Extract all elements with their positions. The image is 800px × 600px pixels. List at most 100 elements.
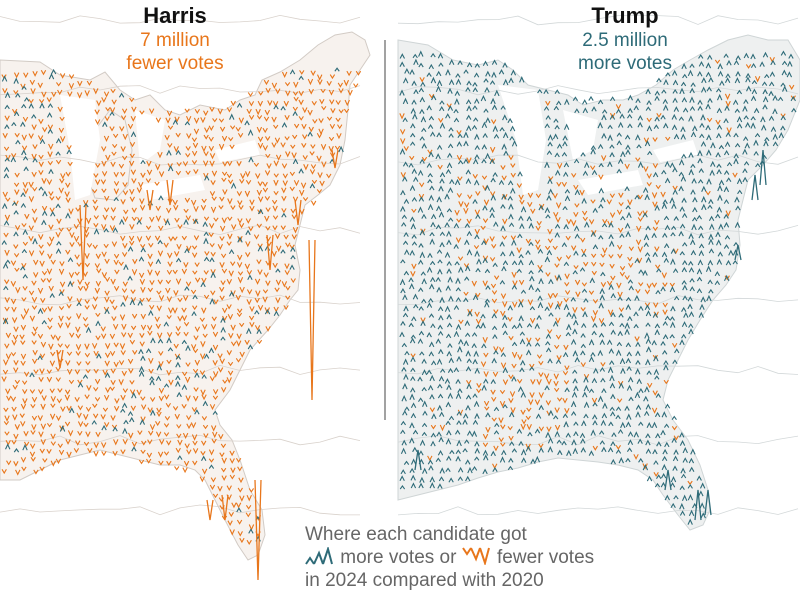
- more-votes-mark: [474, 447, 480, 454]
- fewer-votes-mark: [546, 378, 552, 386]
- more-votes-mark: [58, 291, 64, 296]
- fewer-votes-mark: [463, 202, 470, 209]
- large-fewer-votes-spike: [146, 189, 154, 211]
- fewer-votes-mark: [22, 182, 28, 189]
- fewer-votes-mark: [602, 247, 608, 254]
- fewer-votes-mark: [49, 196, 55, 201]
- more-votes-mark: [770, 126, 777, 132]
- fewer-votes-mark: [139, 278, 146, 286]
- fewer-votes-mark: [255, 173, 261, 180]
- more-votes-mark: [456, 141, 463, 147]
- fewer-votes-mark: [220, 253, 227, 259]
- more-votes-mark: [733, 59, 740, 66]
- fewer-votes-mark: [121, 252, 128, 258]
- fewer-votes-mark: [316, 189, 323, 194]
- more-votes-mark: [742, 176, 748, 183]
- more-votes-mark: [723, 213, 729, 219]
- more-votes-mark: [697, 157, 703, 164]
- more-votes-mark: [574, 108, 580, 114]
- more-votes-mark: [706, 178, 712, 185]
- fewer-votes-mark: [705, 190, 711, 196]
- more-votes-mark: [440, 368, 446, 373]
- fewer-votes-mark: [244, 171, 251, 178]
- fewer-votes-mark: [114, 269, 120, 275]
- fewer-votes-mark: [212, 493, 219, 499]
- more-votes-mark: [626, 351, 632, 357]
- more-votes-mark: [427, 459, 434, 465]
- fewer-votes-mark: [628, 246, 635, 252]
- more-votes-mark: [436, 358, 443, 365]
- fewer-votes-mark: [167, 252, 173, 259]
- lake-michigan-trump: [498, 85, 546, 195]
- more-votes-mark: [409, 69, 415, 75]
- fewer-votes-mark: [281, 195, 287, 202]
- fewer-votes-mark: [154, 316, 160, 323]
- more-votes-mark: [473, 72, 480, 78]
- more-votes-mark: [510, 69, 517, 76]
- fewer-votes-mark: [31, 424, 37, 431]
- fewer-votes-mark: [298, 90, 304, 97]
- more-votes-mark: [400, 259, 406, 264]
- fewer-votes-mark: [109, 299, 115, 305]
- more-votes-mark: [212, 410, 218, 415]
- fewer-votes-mark: [4, 115, 10, 122]
- more-votes-mark: [483, 78, 489, 83]
- fewer-votes-mark: [201, 307, 207, 314]
- more-votes-mark: [726, 161, 733, 167]
- fewer-votes-mark: [474, 311, 480, 318]
- more-votes-mark: [609, 374, 615, 382]
- more-votes-mark: [644, 332, 650, 339]
- fewer-votes-mark: [212, 395, 219, 400]
- more-votes-mark: [475, 267, 481, 273]
- fewer-votes-mark: [246, 270, 253, 276]
- more-votes-mark: [420, 320, 426, 327]
- fewer-votes-mark: [185, 362, 191, 368]
- more-votes-mark: [688, 168, 694, 176]
- fewer-votes-mark: [344, 99, 350, 107]
- fewer-votes-mark: [518, 279, 525, 286]
- more-votes-mark: [463, 158, 469, 164]
- fewer-votes-mark: [4, 214, 11, 222]
- fewer-votes-mark: [520, 409, 526, 416]
- more-votes-mark: [472, 198, 478, 204]
- fewer-votes-mark: [535, 244, 541, 251]
- fewer-votes-mark: [239, 537, 245, 544]
- fewer-votes-mark: [156, 305, 162, 312]
- fewer-votes-mark: [83, 441, 90, 447]
- fewer-votes-mark: [651, 282, 658, 288]
- fewer-votes-mark: [298, 99, 304, 106]
- more-votes-mark: [421, 358, 427, 364]
- fewer-votes-mark: [65, 249, 71, 255]
- fewer-votes-mark: [59, 136, 66, 143]
- fewer-votes-mark: [84, 90, 90, 97]
- fewer-votes-mark: [335, 100, 341, 106]
- more-votes-mark: [734, 108, 740, 113]
- fewer-votes-mark: [229, 450, 235, 457]
- more-votes-mark: [633, 431, 639, 438]
- more-votes-mark: [689, 277, 695, 283]
- fewer-votes-mark: [128, 235, 135, 242]
- more-votes-mark: [444, 305, 451, 312]
- fewer-votes-mark: [175, 326, 181, 332]
- more-votes-mark: [430, 276, 436, 283]
- more-votes-mark: [764, 73, 770, 79]
- more-votes-mark: [690, 82, 696, 87]
- more-votes-mark: [526, 341, 532, 347]
- fewer-votes-mark: [6, 395, 12, 402]
- fewer-votes-mark: [122, 439, 128, 445]
- fewer-votes-mark: [159, 439, 165, 445]
- more-votes-mark: [790, 95, 796, 102]
- more-votes-mark: [600, 377, 606, 383]
- more-votes-mark: [644, 410, 650, 416]
- more-votes-mark: [113, 196, 119, 202]
- more-votes-mark: [428, 351, 435, 357]
- more-votes-mark: [706, 134, 712, 141]
- fewer-votes-mark: [316, 132, 323, 139]
- fewer-votes-mark: [55, 377, 61, 382]
- more-votes-mark: [481, 240, 487, 246]
- more-votes-mark: [430, 52, 436, 58]
- more-votes-mark: [582, 310, 588, 318]
- fewer-votes-mark: [175, 132, 181, 138]
- fewer-votes-mark: [564, 365, 570, 371]
- more-votes-mark: [466, 80, 472, 86]
